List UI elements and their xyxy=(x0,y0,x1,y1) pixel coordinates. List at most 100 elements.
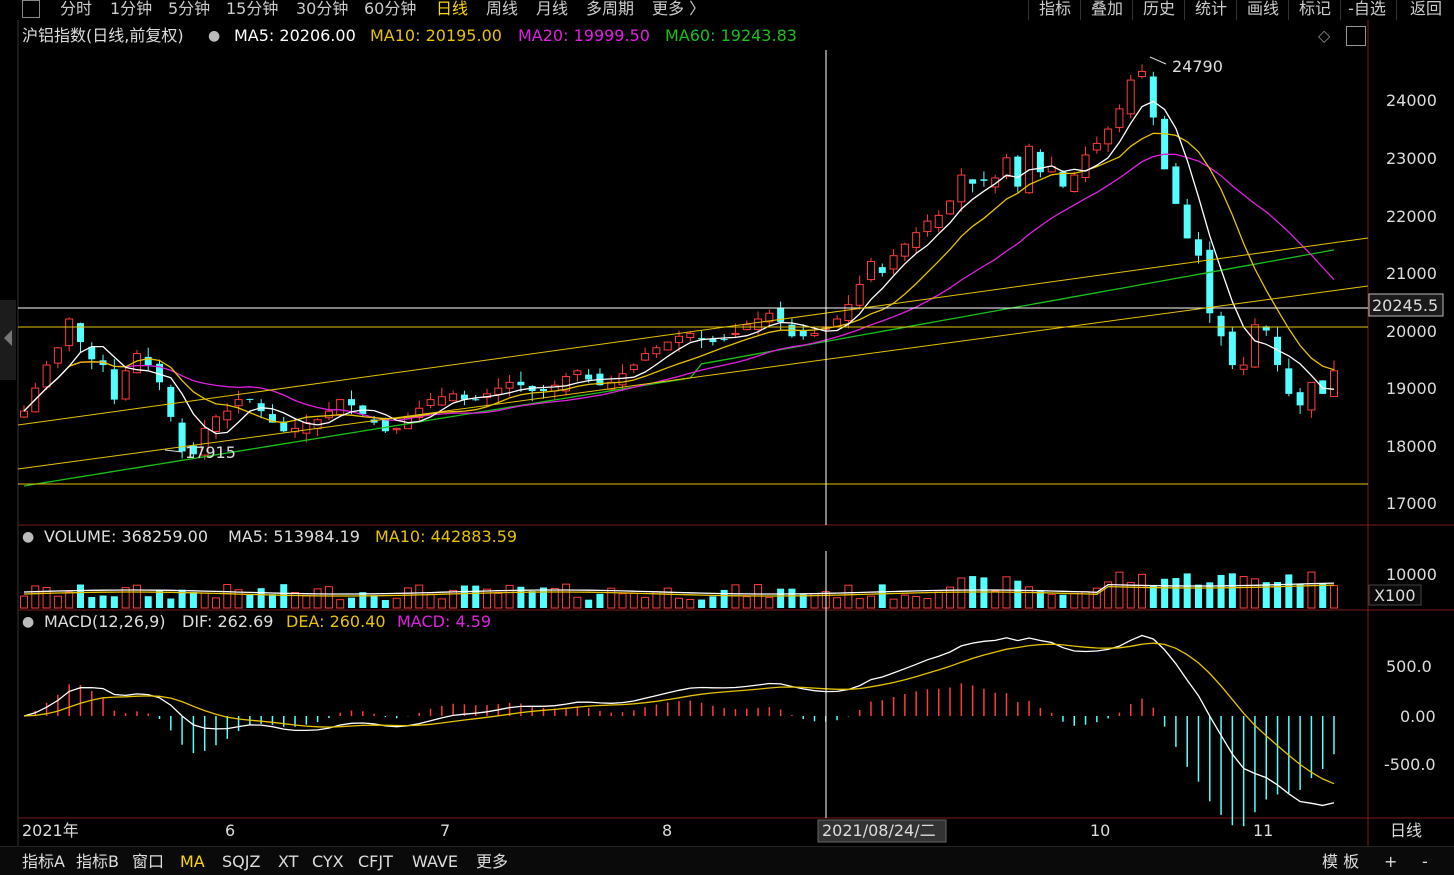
candle-body xyxy=(449,393,458,402)
ma10-readout: MA10: 20195.00 xyxy=(370,26,502,45)
layout-icon[interactable] xyxy=(1346,26,1366,46)
candle-body xyxy=(663,341,672,351)
price-tick-4: 20000 xyxy=(1386,322,1437,341)
volume-bar xyxy=(629,592,638,609)
volume-bar xyxy=(257,588,265,608)
volume-bar xyxy=(223,584,232,609)
volume-ma10-line xyxy=(23,584,1335,597)
diamond-icon[interactable]: ◇ xyxy=(1318,26,1331,45)
volume-bar xyxy=(1228,573,1236,608)
volume-bar xyxy=(359,592,367,608)
macd-y-tick-500: 500.0 xyxy=(1386,657,1432,676)
period-tab-9[interactable]: 多周期 xyxy=(586,0,635,18)
volume-bar xyxy=(336,599,345,609)
volume-bar xyxy=(517,586,525,608)
volume-bar xyxy=(110,596,118,608)
toolbar-button-4[interactable]: 画线 xyxy=(1236,0,1289,20)
volume-bar xyxy=(324,586,333,609)
period-tab-2[interactable]: 5分钟 xyxy=(168,0,211,18)
toolbar-button-7[interactable]: 返回 xyxy=(1396,0,1454,20)
volume-y-tick: 10000 xyxy=(1386,565,1437,584)
kline-chart[interactable]: 24000 23000 22000 21000 20000 19000 18000 17000… xyxy=(0,0,1454,846)
volume-bar xyxy=(585,599,593,608)
macd-settings-icon[interactable]: ● xyxy=(22,614,35,630)
indicator-tab-0[interactable]: 指标A xyxy=(22,852,65,871)
settings-icon[interactable]: ● xyxy=(208,28,221,44)
period-tab-1[interactable]: 1分钟 xyxy=(110,0,153,18)
toolbar-button-2[interactable]: 历史 xyxy=(1132,0,1185,20)
candle-body xyxy=(121,370,130,400)
toolbar-button-5[interactable]: 标记 xyxy=(1288,0,1341,20)
expand-left-icon[interactable] xyxy=(4,330,12,346)
candle-body xyxy=(211,416,220,432)
volume-settings-icon[interactable]: ● xyxy=(22,529,35,545)
period-tab-10[interactable]: 更多 〉 xyxy=(652,0,706,18)
indicator-tab-7[interactable]: CFJT xyxy=(358,852,393,871)
volume-bar xyxy=(246,594,254,608)
candle-body xyxy=(1239,364,1248,370)
indicator-tab-9[interactable]: 更多 xyxy=(476,852,509,871)
candle-body xyxy=(1014,156,1022,187)
volume-bar xyxy=(539,587,547,608)
candle-body xyxy=(991,177,1000,188)
period-tab-4[interactable]: 30分钟 xyxy=(296,0,349,18)
chart-title: 沪铝指数(日线,前复权) xyxy=(22,26,184,45)
candle-body xyxy=(1161,118,1169,170)
indicator-tab-5[interactable]: XT xyxy=(278,852,299,871)
volume-bar xyxy=(855,598,864,609)
indicator-tab-3[interactable]: MA xyxy=(180,852,205,871)
ma60-readout: MA60: 19243.83 xyxy=(665,26,797,45)
zoom-in-button[interactable]: + xyxy=(1384,852,1398,871)
volume-bar xyxy=(799,594,807,608)
volume-bar xyxy=(980,577,988,608)
toolbar-button-1[interactable]: 叠加 xyxy=(1080,0,1133,20)
indicator-tab-6[interactable]: CYX xyxy=(312,852,344,871)
candle-body xyxy=(946,200,955,215)
candle-body xyxy=(1319,380,1327,394)
candle-body xyxy=(53,347,62,364)
candle-body xyxy=(234,399,243,407)
candle-body xyxy=(189,445,197,455)
volume-bar xyxy=(1239,576,1248,609)
volume-bar xyxy=(381,599,389,608)
candle-body xyxy=(1036,151,1044,173)
volume-bar xyxy=(483,588,492,609)
indicator-tab-1[interactable]: 指标B xyxy=(76,852,119,871)
indicator-tab-4[interactable]: SQJZ xyxy=(222,852,261,871)
candle-body xyxy=(1104,128,1113,145)
candle-body xyxy=(585,374,593,380)
period-tab-5[interactable]: 60分钟 xyxy=(364,0,417,18)
price-tick-3: 21000 xyxy=(1386,264,1437,283)
toolbar-button-6[interactable]: -自选 xyxy=(1340,0,1393,20)
template-button[interactable]: 模 板 xyxy=(1322,852,1360,871)
volume-bar xyxy=(1161,578,1169,608)
volume-bar xyxy=(1070,592,1079,609)
candle-body xyxy=(709,338,717,343)
volume-bar xyxy=(167,598,175,608)
candle-body xyxy=(1228,331,1236,366)
candle-body xyxy=(505,381,514,389)
volume-bar xyxy=(742,596,751,609)
period-tab-3[interactable]: 15分钟 xyxy=(226,0,279,18)
period-tab-6[interactable]: 日线 xyxy=(436,0,469,18)
volume-bar xyxy=(596,593,604,608)
volume-bar xyxy=(765,596,774,609)
candle-body xyxy=(1285,368,1293,394)
indicator-tab-2[interactable]: 窗口 xyxy=(132,852,165,871)
toolbar-button-0[interactable]: 指标 xyxy=(1028,0,1081,20)
candle-body xyxy=(280,421,288,432)
x-label-7: 7 xyxy=(440,821,450,840)
high-price-label: 24790 xyxy=(1172,57,1223,76)
volume-bar xyxy=(1206,582,1214,608)
bottom-indicator-bar: 指标A 指标B 窗口 MA SQJZ XT CYX CFJT WAVE 更多 模 板 + - xyxy=(0,846,1454,875)
zoom-out-button[interactable]: - xyxy=(1422,852,1428,871)
candle-body xyxy=(336,399,345,416)
indicator-tab-8[interactable]: WAVE xyxy=(412,852,458,871)
volume-bar xyxy=(618,593,627,609)
period-tab-7[interactable]: 周线 xyxy=(486,0,519,18)
low-price-label: 17915 xyxy=(185,443,236,462)
panel-toggle-icon[interactable] xyxy=(22,0,40,18)
period-tab-8[interactable]: 月线 xyxy=(536,0,569,18)
toolbar-button-3[interactable]: 统计 xyxy=(1184,0,1237,20)
period-tab-0[interactable]: 分时 xyxy=(60,0,93,18)
